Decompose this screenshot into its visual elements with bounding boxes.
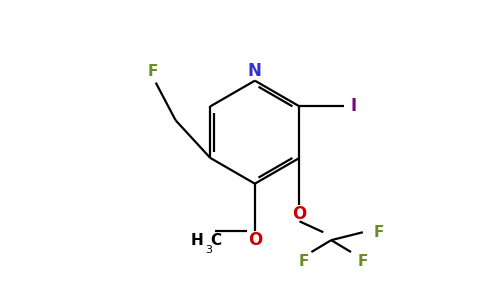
Text: O: O	[292, 206, 307, 224]
Text: F: F	[358, 254, 368, 269]
Text: C: C	[210, 233, 221, 248]
Text: F: F	[374, 225, 384, 240]
Text: N: N	[248, 62, 262, 80]
Text: F: F	[148, 64, 158, 79]
Text: H: H	[191, 233, 203, 248]
Text: I: I	[351, 98, 357, 116]
Text: O: O	[248, 231, 262, 249]
Text: F: F	[298, 254, 309, 269]
Text: 3: 3	[205, 245, 212, 255]
